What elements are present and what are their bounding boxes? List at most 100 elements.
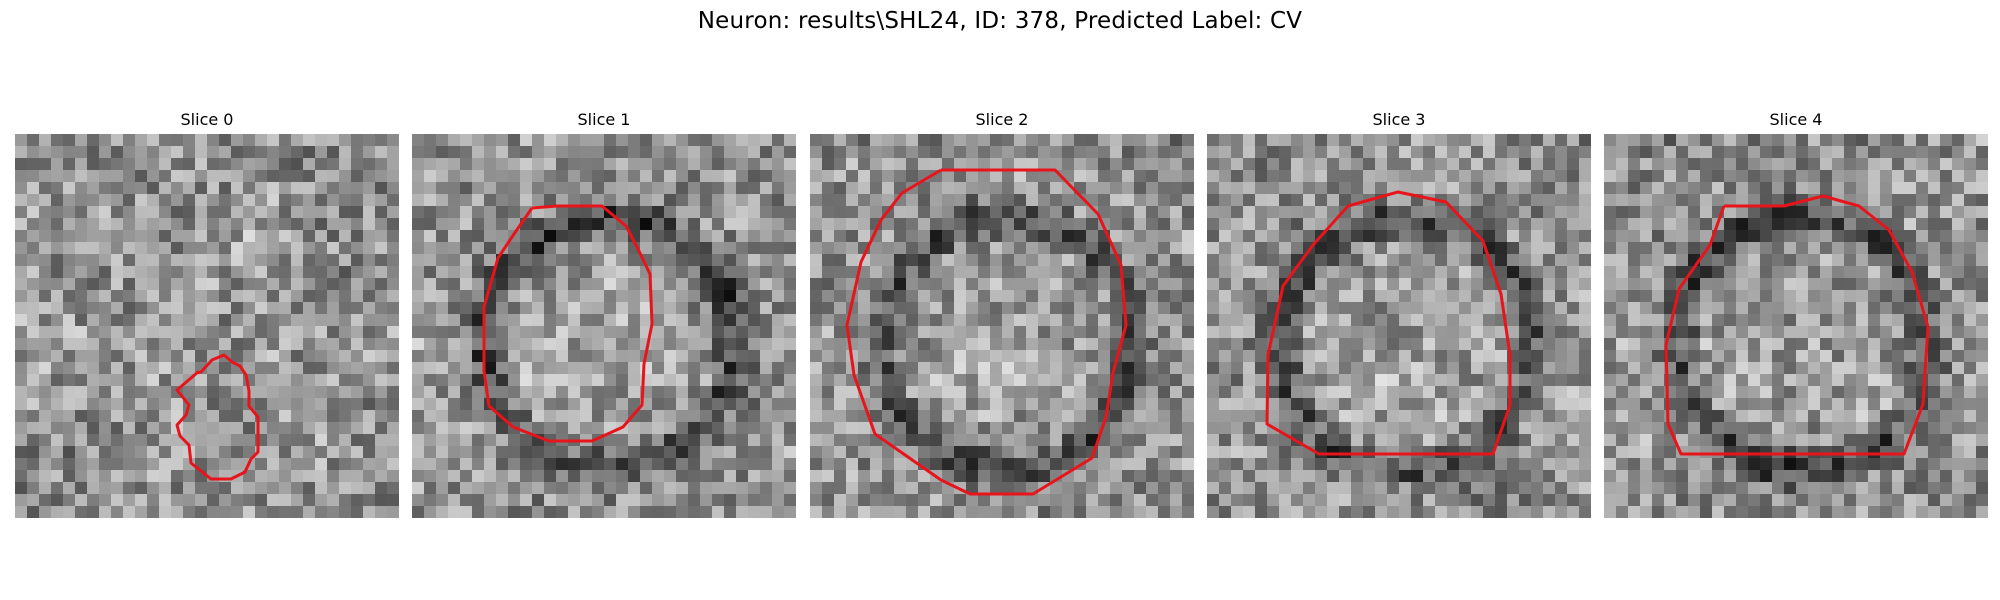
texture-pixel — [1146, 434, 1159, 447]
texture-pixel — [1447, 134, 1460, 147]
texture-pixel — [1411, 446, 1424, 459]
texture-pixel — [231, 254, 244, 267]
texture-pixel — [834, 230, 847, 243]
texture-pixel — [1255, 458, 1268, 471]
texture-pixel — [772, 170, 785, 183]
texture-pixel — [63, 422, 76, 435]
texture-pixel — [760, 362, 773, 375]
texture-pixel — [1255, 326, 1268, 339]
texture-pixel — [63, 194, 76, 207]
texture-pixel — [87, 434, 100, 447]
texture-pixel — [1531, 326, 1544, 339]
texture-pixel — [1880, 194, 1893, 207]
texture-pixel — [1447, 362, 1460, 375]
texture-pixel — [712, 242, 725, 255]
texture-pixel — [772, 314, 785, 327]
texture-pixel — [1784, 134, 1797, 147]
texture-pixel — [954, 218, 967, 231]
texture-pixel — [1219, 230, 1232, 243]
texture-pixel — [1375, 206, 1388, 219]
texture-pixel — [1038, 350, 1051, 363]
texture-pixel — [1170, 158, 1183, 171]
texture-pixel — [1291, 482, 1304, 495]
texture-pixel — [375, 410, 388, 423]
texture-pixel — [1904, 206, 1917, 219]
texture-pixel — [1736, 386, 1749, 399]
texture-pixel — [784, 242, 796, 255]
texture-pixel — [1363, 470, 1376, 483]
texture-pixel — [520, 374, 533, 387]
texture-pixel — [1868, 242, 1881, 255]
texture-pixel — [1507, 290, 1520, 303]
texture-pixel — [1351, 458, 1364, 471]
texture-pixel — [375, 290, 388, 303]
texture-pixel — [1543, 386, 1556, 399]
texture-pixel — [1724, 278, 1737, 291]
texture-pixel — [1339, 254, 1352, 267]
texture-pixel — [183, 386, 196, 399]
texture-pixel — [1940, 374, 1953, 387]
texture-pixel — [592, 470, 605, 483]
texture-pixel — [472, 242, 485, 255]
texture-pixel — [532, 446, 545, 459]
texture-pixel — [556, 398, 569, 411]
texture-pixel — [810, 206, 823, 219]
texture-pixel — [1255, 266, 1268, 279]
texture-pixel — [183, 326, 196, 339]
texture-pixel — [1640, 458, 1653, 471]
texture-pixel — [1616, 278, 1629, 291]
texture-pixel — [1760, 422, 1773, 435]
texture-pixel — [1411, 146, 1424, 159]
texture-pixel — [27, 386, 40, 399]
texture-pixel — [784, 422, 796, 435]
texture-pixel — [135, 266, 148, 279]
texture-pixel — [1026, 134, 1039, 147]
texture-pixel — [27, 458, 40, 471]
texture-pixel — [1002, 386, 1015, 399]
texture-pixel — [1086, 494, 1099, 507]
texture-pixel — [51, 362, 64, 375]
texture-pixel — [267, 350, 280, 363]
texture-pixel — [207, 242, 220, 255]
texture-pixel — [748, 458, 761, 471]
texture-pixel — [27, 506, 40, 518]
texture-pixel — [315, 470, 328, 483]
texture-pixel — [700, 398, 713, 411]
texture-pixel — [1628, 386, 1641, 399]
texture-pixel — [1086, 134, 1099, 147]
texture-pixel — [15, 290, 28, 303]
texture-pixel — [1952, 350, 1965, 363]
texture-pixel — [1652, 374, 1665, 387]
texture-pixel — [1339, 278, 1352, 291]
texture-pixel — [1543, 254, 1556, 267]
texture-pixel — [1231, 302, 1244, 315]
texture-pixel — [363, 398, 376, 411]
texture-pixel — [351, 254, 364, 267]
texture-pixel — [87, 410, 100, 423]
texture-pixel — [942, 362, 955, 375]
texture-pixel — [1038, 470, 1051, 483]
texture-pixel — [1134, 398, 1147, 411]
texture-pixel — [111, 170, 124, 183]
texture-pixel — [556, 446, 569, 459]
texture-pixel — [267, 338, 280, 351]
texture-pixel — [1567, 170, 1580, 183]
texture-pixel — [1038, 158, 1051, 171]
texture-pixel — [291, 446, 304, 459]
texture-pixel — [1604, 194, 1617, 207]
texture-pixel — [412, 326, 425, 339]
texture-pixel — [1038, 434, 1051, 447]
texture-pixel — [171, 290, 184, 303]
texture-pixel — [135, 314, 148, 327]
texture-pixel — [1122, 158, 1135, 171]
texture-pixel — [339, 458, 352, 471]
texture-pixel — [1724, 182, 1737, 195]
texture-pixel — [532, 506, 545, 518]
texture-pixel — [99, 398, 112, 411]
texture-pixel — [1579, 446, 1591, 459]
texture-pixel — [1495, 494, 1508, 507]
texture-pixel — [1050, 338, 1063, 351]
texture-pixel — [736, 458, 749, 471]
texture-pixel — [1916, 134, 1929, 147]
texture-pixel — [1736, 146, 1749, 159]
